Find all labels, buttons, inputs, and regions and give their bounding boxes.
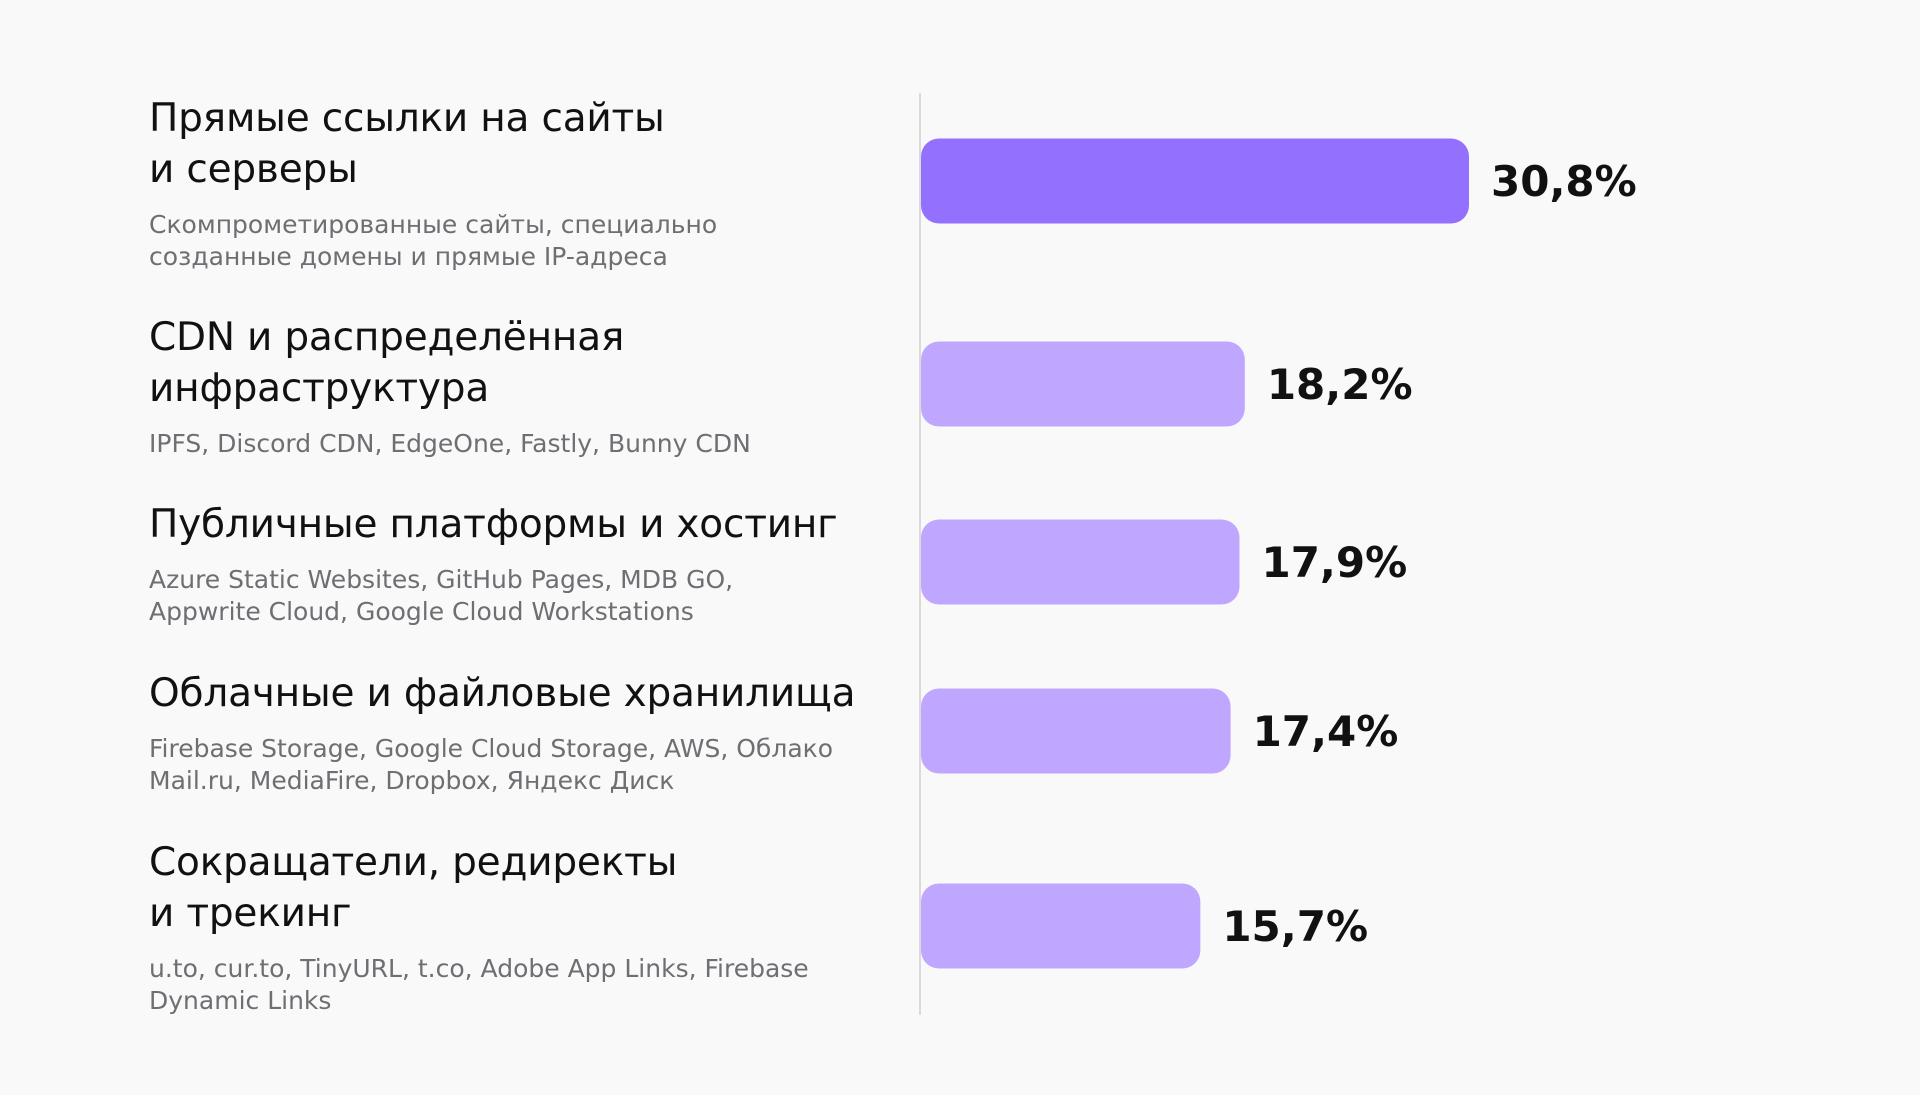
category-title: Сокращатели, редиректы и трекинг: [149, 837, 889, 939]
value-label-3: 17,9%: [1261, 538, 1407, 587]
value-label-2: 18,2%: [1267, 360, 1413, 409]
category-row-5: Сокращатели, редиректы и трекинг u.to, c…: [149, 837, 889, 1017]
bar-5: [921, 883, 1201, 969]
category-title: CDN и распределённая инфраструктура: [149, 312, 889, 414]
category-examples-line: Azure Static Websites, GitHub Pages, MDB…: [149, 565, 734, 594]
value-label-1: 30,8%: [1491, 157, 1637, 206]
category-examples-line: IPFS, Discord CDN, EdgeOne, Fastly, Bunn…: [149, 429, 751, 458]
category-title: Облачные и файловые хранилища: [149, 668, 889, 719]
category-examples-line: Appwrite Cloud, Google Cloud Workstation…: [149, 597, 694, 626]
category-examples-line: Скомпрометированные сайты, специально: [149, 210, 718, 239]
category-title: Публичные платформы и хостинг: [149, 499, 889, 550]
category-title: Прямые ссылки на сайты и серверы: [149, 93, 889, 195]
category-examples-line: созданные домены и прямые IP-адреса: [149, 242, 668, 271]
category-examples-line: u.to, cur.to, TinyURL, t.co, Adobe App L…: [149, 954, 809, 983]
value-label-4: 17,4%: [1253, 707, 1399, 756]
category-row-4: Облачные и файловые хранилища Firebase S…: [149, 668, 889, 797]
category-title-line: и трекинг: [149, 891, 352, 936]
bar-4: [921, 688, 1231, 774]
category-title-line: Прямые ссылки на сайты: [149, 96, 665, 141]
bar-1: [921, 138, 1469, 224]
category-title-line: Публичные платформы и хостинг: [149, 502, 838, 547]
category-title-line: и серверы: [149, 147, 358, 192]
category-title-line: инфраструктура: [149, 366, 490, 411]
category-examples: Скомпрометированные сайты, специально со…: [149, 209, 889, 273]
category-row-2: CDN и распределённая инфраструктура IPFS…: [149, 312, 889, 460]
bar-2: [921, 341, 1245, 427]
category-examples: Azure Static Websites, GitHub Pages, MDB…: [149, 564, 889, 628]
category-examples: u.to, cur.to, TinyURL, t.co, Adobe App L…: [149, 953, 889, 1017]
category-row-1: Прямые ссылки на сайты и серверы Скомпро…: [149, 93, 889, 273]
category-title-line: Сокращатели, редиректы: [149, 840, 678, 885]
category-examples: IPFS, Discord CDN, EdgeOne, Fastly, Bunn…: [149, 428, 889, 460]
category-examples-line: Dynamic Links: [149, 986, 332, 1015]
bar-3: [921, 519, 1240, 605]
category-examples-line: Mail.ru, MediaFire, Dropbox, Яндекс Диск: [149, 766, 675, 795]
category-title-line: CDN и распределённая: [149, 315, 625, 360]
category-row-3: Публичные платформы и хостинг Azure Stat…: [149, 499, 889, 628]
value-label-5: 15,7%: [1222, 902, 1368, 951]
category-title-line: Облачные и файловые хранилища: [149, 671, 856, 716]
category-examples: Firebase Storage, Google Cloud Storage, …: [149, 733, 889, 797]
category-examples-line: Firebase Storage, Google Cloud Storage, …: [149, 734, 834, 763]
